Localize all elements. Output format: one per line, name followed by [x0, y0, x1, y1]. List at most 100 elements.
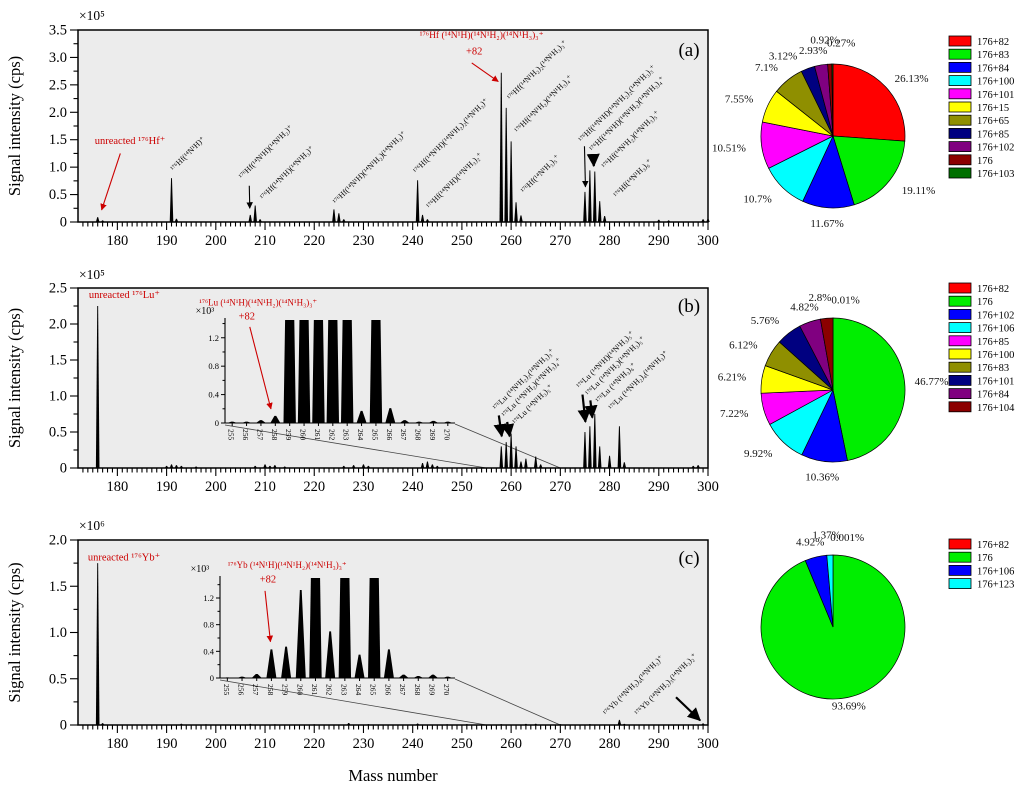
- inset-x-tick-label: 259: [281, 684, 290, 696]
- mass-peak: [332, 209, 336, 222]
- legend-swatch-176+15: [948, 101, 972, 113]
- panel-tag: (c): [678, 548, 699, 569]
- x-tick-label: 180: [107, 479, 129, 495]
- y-tick-label: 1.0: [49, 160, 67, 176]
- inset-x-tick-label: 269: [428, 429, 437, 441]
- inset-x-tick-label: 270: [442, 684, 451, 696]
- mass-peak: [95, 306, 100, 468]
- mass-peak: [425, 461, 430, 468]
- legend-label: 176: [977, 553, 993, 564]
- x-tick-label: 230: [353, 736, 375, 752]
- legend-swatch-176+106: [948, 322, 972, 333]
- y-axis-scale-label: ×10⁵: [79, 8, 105, 23]
- inset-x-tick-label: 267: [399, 429, 408, 441]
- y-tick-label: 2.0: [49, 105, 67, 121]
- annotation-text: ¹⁷⁶Lu (¹⁴N¹H)(¹⁴N¹H₂)(¹⁴N¹H₃)₃⁺: [199, 297, 317, 307]
- x-tick-label: 300: [697, 736, 719, 752]
- inset-bar: [297, 320, 311, 423]
- legend-swatch-176+101: [948, 375, 972, 386]
- x-tick-label: 290: [648, 479, 670, 495]
- legend-swatch-176+106: [948, 565, 972, 576]
- legend-label: 176+82: [977, 540, 1009, 551]
- annotation-arrow: [249, 326, 273, 410]
- inset-bar: [427, 674, 438, 678]
- y-tick-label: 1.0: [49, 389, 67, 405]
- spectrum-panel-a: 180 190 200 210 220 230 240 250 260 270 280 290 300 0…: [5, 8, 719, 249]
- y-tick-label: 0: [60, 215, 67, 231]
- x-tick-label: 230: [353, 479, 375, 495]
- mass-peak: [169, 178, 174, 222]
- inset-connector-line: [219, 679, 487, 726]
- mass-peak: [519, 215, 523, 222]
- annotation-text: unreacted ¹⁷⁶Yb⁺: [88, 552, 160, 563]
- x-tick-label: 300: [697, 479, 719, 495]
- inset-y-tick-label: 0.4: [208, 390, 219, 400]
- annotation-arrow: [100, 153, 121, 211]
- pie-percent-label: 11.67%: [810, 218, 844, 230]
- pie-percent-label: 2.93%: [799, 45, 827, 57]
- inset-x-tick-label: 264: [354, 684, 363, 696]
- mass-peak: [617, 719, 622, 725]
- inset-bar: [338, 578, 352, 678]
- inset-x-tick-label: 265: [370, 429, 379, 441]
- inset-x-tick-label: 266: [383, 684, 392, 696]
- annotation-arrow: [264, 590, 274, 643]
- x-tick-label: 200: [205, 233, 227, 249]
- x-tick-label: 240: [402, 736, 424, 752]
- x-tick-label: 240: [402, 233, 424, 249]
- mass-peak: [509, 141, 513, 222]
- y-axis-title: Signal intensity (cps): [5, 308, 24, 448]
- annotation-text: ¹⁷⁶Hf (¹⁴N¹H)(¹⁴N¹H₂)(¹⁴N¹H₃)₃⁺: [420, 30, 544, 41]
- inset-x-tick-label: 264: [356, 429, 365, 441]
- pie-panel-b: 0.01% 46.77% 10.36% 9.92% 7.22% 6.21% 6.12% 5.7…: [718, 282, 1015, 484]
- legend-label: 176+101: [977, 90, 1014, 101]
- pie-percent-label: 6.21%: [718, 371, 746, 383]
- pie-slice-176+83: [832, 135, 906, 206]
- inset-connector-line: [454, 423, 561, 469]
- y-tick-label: 1.0: [49, 625, 67, 641]
- inset-x-tick-label: 269: [427, 684, 436, 696]
- pie-slice-176+123: [826, 554, 834, 628]
- legend-label: 176+82: [977, 37, 1009, 48]
- mass-peak: [509, 433, 513, 468]
- inset-bar: [266, 649, 277, 678]
- pie-percent-label: 10.7%: [743, 194, 771, 206]
- x-tick-label: 290: [648, 233, 670, 249]
- legend-swatch-176+82: [948, 282, 972, 294]
- mass-peak: [361, 464, 366, 468]
- mass-peak: [519, 461, 523, 468]
- mass-peak: [504, 107, 509, 222]
- inset-x-tick-label: 266: [385, 429, 394, 441]
- legend-label: 176+106: [977, 566, 1014, 577]
- pie-panel-c: 0.001% 93.69% 4.92%1.37% 176+82 176 176+106 17…: [760, 530, 1014, 713]
- annotation-text: unreacted ¹⁷⁶Hf⁺: [95, 136, 166, 147]
- y-axis-scale-label: ×10⁶: [79, 518, 105, 533]
- x-tick-label: 260: [500, 233, 522, 249]
- legend-swatch-176+83: [948, 361, 972, 373]
- mass-peak: [588, 170, 592, 222]
- plot-area: [78, 540, 708, 725]
- inset-bar: [385, 408, 396, 423]
- annotation-arrow: [581, 146, 589, 188]
- pie-percent-label: 0.001%: [830, 532, 864, 544]
- inset-x-tick-label: 260: [295, 684, 304, 696]
- pie-slice-176+104: [819, 317, 834, 391]
- mass-peak: [533, 456, 538, 468]
- legend-label: 176+102: [977, 143, 1014, 154]
- mass-peak: [174, 218, 179, 222]
- inset-bar: [369, 320, 383, 423]
- inset-y-tick-label: 0: [210, 673, 214, 683]
- x-tick-label: 210: [254, 736, 276, 752]
- legend-swatch-176+84: [948, 62, 972, 73]
- legend-label: 176+82: [977, 284, 1009, 295]
- pie-percent-label: 46.77%: [915, 376, 949, 388]
- legend-swatch-176: [948, 154, 972, 166]
- mass-peak: [617, 426, 622, 468]
- plot-area: [78, 288, 708, 468]
- pie-percent-label: 2.8%: [809, 292, 832, 304]
- legend-label: 176: [977, 156, 993, 167]
- legend-label: 176+83: [977, 50, 1009, 61]
- legend-label: 176+83: [977, 363, 1009, 374]
- legend-swatch-176+102: [948, 309, 972, 320]
